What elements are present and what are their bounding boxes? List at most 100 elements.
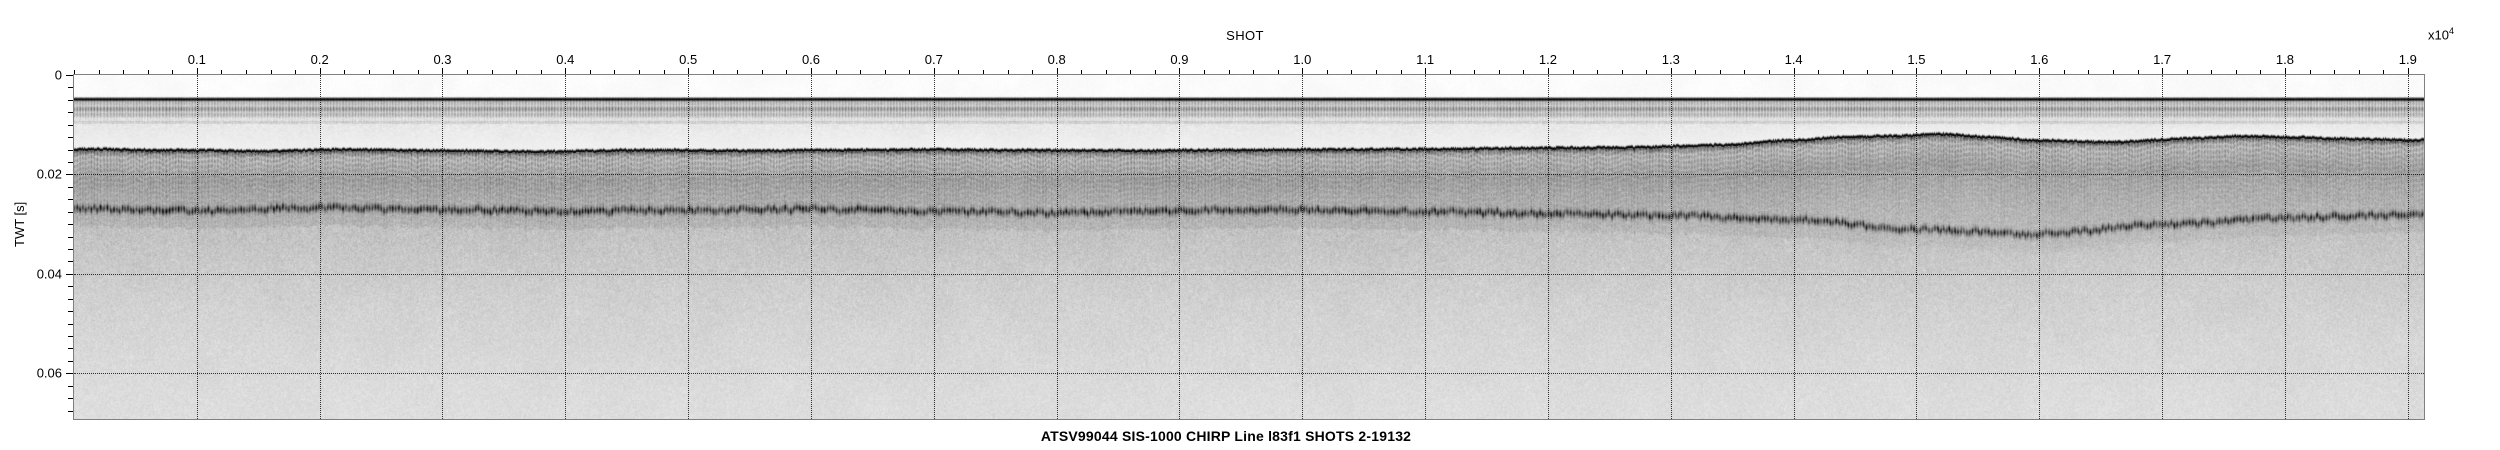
x-tick-major xyxy=(565,68,567,75)
x-tick-minor xyxy=(491,70,493,75)
x-tick-minor xyxy=(270,70,272,75)
x-tick-minor xyxy=(1204,70,1206,75)
x-tick-minor xyxy=(2137,70,2139,75)
x-tick-minor xyxy=(1744,70,1746,75)
x-tick-major xyxy=(1670,68,1672,75)
x-tick-minor xyxy=(516,70,518,75)
x-tick-label: 0.6 xyxy=(801,52,821,67)
x-tick-minor xyxy=(982,70,984,75)
x-tick-minor xyxy=(1941,70,1943,75)
x-tick-minor xyxy=(2014,70,2016,75)
x-tick-minor xyxy=(1498,70,1500,75)
x-tick-minor xyxy=(614,70,616,75)
x-tick-label: 0.3 xyxy=(433,52,452,67)
x-tick-major xyxy=(1179,68,1181,75)
x-tick-major xyxy=(196,68,198,75)
y-tick-label: 0.04 xyxy=(36,266,62,282)
y-tick-minor xyxy=(68,385,74,387)
x-tick-minor xyxy=(1621,70,1623,75)
y-tick-minor xyxy=(68,186,74,188)
x-tick-minor xyxy=(417,70,419,75)
x-tick-label: 0.1 xyxy=(187,52,206,67)
x-tick-major xyxy=(319,68,321,75)
y-tick-minor xyxy=(68,112,74,114)
x-tick-label: 0.5 xyxy=(679,52,698,67)
x-tick-minor xyxy=(1007,70,1009,75)
x-tick-minor xyxy=(467,70,469,75)
y-tick-minor xyxy=(68,261,74,263)
y-tick-minor xyxy=(68,410,74,412)
x-tick-minor xyxy=(1351,70,1353,75)
y-tick-minor xyxy=(68,286,74,288)
x-tick-label: 0.8 xyxy=(1047,52,1066,67)
x-tick-minor xyxy=(737,70,739,75)
x-tick-minor xyxy=(2088,70,2090,75)
x-tick-minor xyxy=(1990,70,1992,75)
x-tick-minor xyxy=(1253,70,1255,75)
x-tick-minor xyxy=(2112,70,2114,75)
x-axis-title: SHOT xyxy=(1226,28,1264,43)
seismic-plot-area[interactable] xyxy=(73,74,2425,420)
x-tick-minor xyxy=(761,70,763,75)
x-tick-minor xyxy=(1769,70,1771,75)
x-axis-exponent-base: x10 xyxy=(2428,27,2449,43)
y-tick-minor xyxy=(68,87,74,89)
x-tick-minor xyxy=(1523,70,1525,75)
y-tick-minor xyxy=(68,199,74,201)
x-tick-label: 1.6 xyxy=(2030,52,2049,67)
x-tick-minor xyxy=(2383,70,2385,75)
x-tick-minor xyxy=(221,70,223,75)
x-tick-label: 1.7 xyxy=(2153,52,2172,67)
y-tick-minor xyxy=(68,137,74,139)
x-tick-minor xyxy=(1130,70,1132,75)
x-tick-minor xyxy=(1081,70,1083,75)
y-tick-minor xyxy=(68,360,74,362)
y-tick-major xyxy=(66,273,74,275)
x-tick-major xyxy=(2407,68,2409,75)
x-tick-major xyxy=(1916,68,1918,75)
y-tick-label: 0 xyxy=(54,67,62,83)
y-tick-major xyxy=(66,174,74,176)
x-tick-minor xyxy=(245,70,247,75)
x-tick-major xyxy=(1302,68,1304,75)
y-tick-minor xyxy=(68,161,74,163)
x-tick-major xyxy=(1793,68,1795,75)
x-tick-minor xyxy=(1891,70,1893,75)
x-tick-major xyxy=(810,68,812,75)
figure-title: ATSV99044 SIS-1000 CHIRP Line l83f1 SHOT… xyxy=(1040,428,1412,444)
x-tick-label: 1.5 xyxy=(1907,52,1926,67)
x-tick-minor xyxy=(835,70,837,75)
x-axis-exponent: x104 xyxy=(2428,26,2454,42)
x-tick-label: 1.4 xyxy=(1784,52,1803,67)
x-tick-minor xyxy=(1277,70,1279,75)
x-tick-minor xyxy=(1818,70,1820,75)
x-tick-major xyxy=(1547,68,1549,75)
x-tick-label: 1.1 xyxy=(1416,52,1435,67)
x-tick-label: 1.2 xyxy=(1538,52,1558,67)
x-tick-minor xyxy=(1326,70,1328,75)
x-tick-minor xyxy=(123,70,125,75)
x-tick-label: 0.2 xyxy=(310,52,329,67)
x-tick-minor xyxy=(1449,70,1451,75)
x-tick-minor xyxy=(98,70,100,75)
x-tick-major xyxy=(688,68,690,75)
x-tick-minor xyxy=(2186,70,2188,75)
y-tick-major xyxy=(66,75,74,76)
x-tick-minor xyxy=(2235,70,2237,75)
y-tick-minor xyxy=(68,323,74,325)
x-tick-label: 0.7 xyxy=(924,52,943,67)
y-tick-label: 0.02 xyxy=(36,166,62,182)
x-tick-minor xyxy=(860,70,862,75)
x-tick-minor xyxy=(2260,70,2262,75)
y-tick-minor xyxy=(68,298,74,300)
x-tick-minor xyxy=(1474,70,1476,75)
x-tick-major xyxy=(1056,68,1058,75)
x-tick-label: 1.9 xyxy=(2398,52,2417,67)
x-tick-minor xyxy=(540,70,542,75)
y-tick-minor xyxy=(68,398,74,400)
x-tick-minor xyxy=(786,70,788,75)
seismic-section-image xyxy=(74,75,2424,419)
y-tick-minor xyxy=(68,311,74,313)
x-tick-minor xyxy=(1695,70,1697,75)
